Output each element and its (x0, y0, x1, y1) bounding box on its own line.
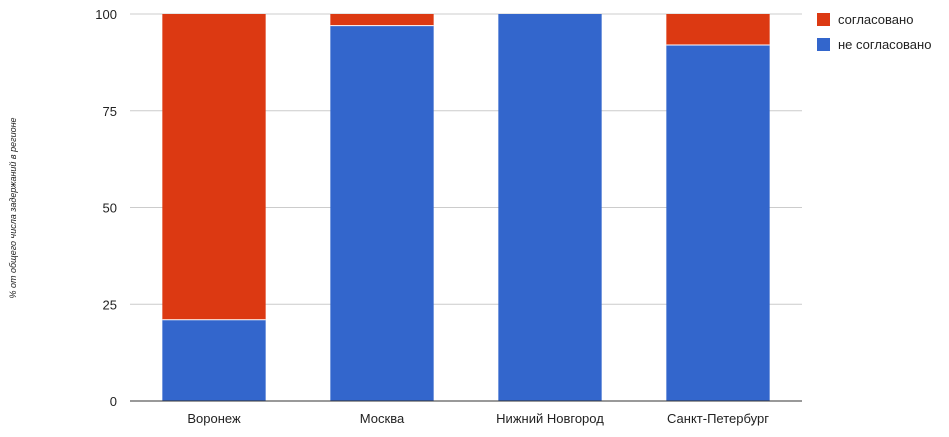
bars-layer (162, 14, 770, 402)
bar-segment-not-agreed (162, 319, 266, 401)
legend-label-not-agreed: не согласовано (838, 37, 931, 52)
bar-segment-not-agreed (666, 44, 770, 402)
legend: согласовано не согласовано (817, 12, 931, 52)
y-axis-label: % от общего числа задержаний в регионе (8, 117, 18, 298)
bar-segment-agreed (330, 14, 434, 26)
y-tick-labels: 0 25 50 75 100 (95, 7, 117, 409)
y-tick-label: 75 (103, 104, 117, 119)
bar-segment-agreed (162, 14, 266, 320)
x-tick-label: Воронеж (187, 411, 241, 426)
x-tick-label: Санкт-Петербург (667, 411, 769, 426)
y-tick-label: 25 (103, 297, 117, 312)
bar-segment-not-agreed (330, 25, 434, 402)
bar-segment-agreed (666, 14, 770, 45)
legend-swatch-agreed (817, 13, 830, 26)
x-tick-label: Москва (360, 411, 405, 426)
legend-swatch-not-agreed (817, 38, 830, 51)
y-tick-label: 100 (95, 7, 117, 22)
x-tick-label: Нижний Новгород (496, 411, 604, 426)
x-tick-labels: Воронеж Москва Нижний Новгород Санкт-Петерб… (187, 411, 769, 426)
y-tick-label: 50 (103, 201, 117, 216)
bar-segment-not-agreed (498, 14, 602, 401)
legend-label-agreed: согласовано (838, 12, 913, 27)
y-tick-label: 0 (110, 394, 117, 409)
